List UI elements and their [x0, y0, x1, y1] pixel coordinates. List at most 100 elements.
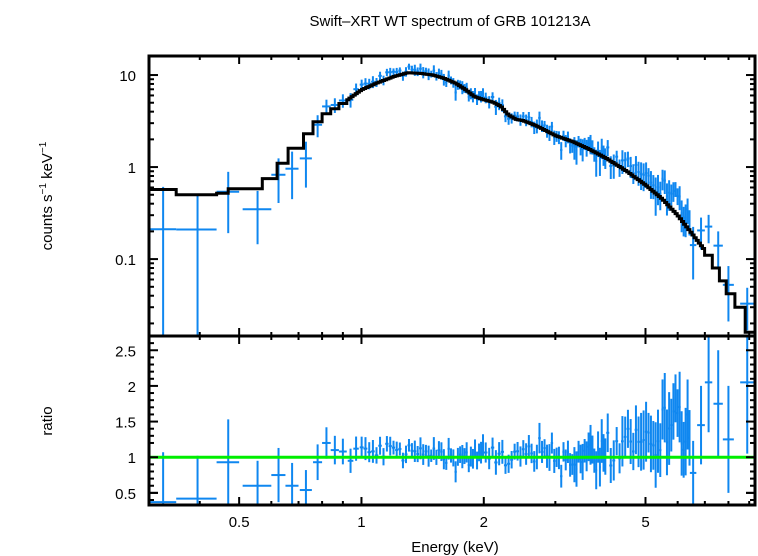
spectrum-data-point	[581, 139, 584, 162]
spectrum-data-point	[647, 168, 650, 185]
ratio-data-point	[682, 421, 685, 478]
ratio-data-point	[149, 452, 177, 505]
spectrum-data-point	[398, 67, 402, 74]
spectrum-data-point	[680, 200, 683, 233]
ratio-data-point	[407, 439, 411, 452]
ylabel-sup1: −1	[38, 183, 49, 195]
spectrum-data-point	[654, 177, 657, 216]
ratio-data-point	[644, 401, 648, 462]
spectrum-data-point	[242, 190, 272, 245]
ratio-data-point	[510, 450, 514, 469]
ratio-frame	[147, 334, 757, 507]
ratio-data-point	[553, 448, 556, 473]
spectrum-data-point	[740, 287, 755, 331]
spectrum-data-point	[454, 85, 457, 101]
ratio-data-point	[713, 350, 723, 458]
spectrum-data-point	[686, 198, 689, 224]
ratio-data-point	[503, 456, 508, 474]
ratio-y-tick-label: 2	[128, 379, 136, 396]
x-tick-label: 5	[641, 514, 649, 531]
ylabel-main: counts s	[39, 194, 56, 250]
spectrum-data-point	[285, 151, 299, 200]
spectrum-data-point	[606, 140, 610, 157]
spectrum-data-point	[663, 170, 666, 195]
spectrum-data-point	[674, 182, 677, 197]
spectrum-data-point	[676, 188, 679, 206]
ratio-data-point	[481, 434, 484, 459]
ratio-data-point	[494, 450, 498, 475]
spectrum-data-point	[149, 186, 177, 336]
ratio-data-point	[579, 444, 582, 474]
ratio-data-point	[697, 385, 705, 465]
ratio-data-point	[385, 436, 389, 452]
ratio-y-axis-label: ratio	[39, 406, 56, 435]
ratio-data-point	[665, 409, 669, 476]
ratio-y-tick-label: 0.5	[115, 486, 136, 503]
ratio-data-point	[401, 452, 405, 469]
ratio-data-point	[476, 451, 479, 470]
ratio-data-point	[530, 443, 533, 464]
ratio-data-point	[670, 398, 673, 452]
ratio-data-point	[371, 439, 375, 463]
ratio-data-point	[581, 443, 584, 480]
ratio-data-point	[589, 424, 592, 465]
ratio-data-point	[573, 447, 576, 483]
ratio-data-point	[378, 436, 382, 455]
ratio-y-tick-label: 1	[128, 450, 136, 467]
ratio-data-point	[684, 407, 687, 476]
ratio-data-point	[637, 416, 640, 468]
ratio-data-point	[598, 447, 601, 487]
model-curve	[149, 71, 755, 334]
x-tick-label: 2	[480, 514, 488, 531]
ratio-data-point	[626, 409, 630, 448]
ratio-data-point	[285, 462, 299, 505]
spectrum-data-point	[649, 171, 653, 199]
ratio-data-point	[540, 440, 544, 463]
ratio-data-point	[413, 440, 417, 462]
ratio-data-point	[398, 442, 402, 456]
ratio-data-point	[631, 432, 635, 471]
ratio-data-point	[689, 440, 697, 505]
ratio-data-point	[330, 435, 339, 465]
spectrum-data-point	[639, 162, 643, 191]
ratio-data-point	[465, 442, 468, 463]
spectrum-data-point	[626, 151, 630, 168]
ratio-data-point	[612, 440, 616, 481]
spectrum-y-axis-label: counts s−1 keV−1	[38, 141, 56, 250]
ratio-data-point	[704, 336, 713, 433]
ratio-data-point	[338, 438, 347, 465]
spectrum-data-point	[407, 63, 411, 70]
ratio-data-point	[395, 441, 399, 459]
spectrum-data-point	[538, 111, 541, 126]
spectrum-data-point	[672, 182, 675, 202]
ratio-data-point	[656, 409, 660, 473]
ratio-data-point	[421, 444, 425, 465]
ratio-data-point	[490, 437, 495, 458]
ratio-y-tick-label: 2.5	[115, 343, 136, 360]
spectrum-data-point	[216, 171, 240, 234]
spectrum-data-point	[652, 175, 655, 200]
ratio-data-point	[313, 444, 323, 481]
ratio-data-point	[524, 443, 528, 465]
ratio-data-point	[543, 439, 546, 457]
ratio-data-point	[609, 448, 613, 483]
ratio-data-point	[647, 412, 650, 453]
ratio-data-point	[483, 442, 488, 463]
spectrum-data-point	[322, 99, 331, 115]
ratio-data-point	[299, 470, 312, 505]
ratio-data-point	[176, 455, 217, 505]
spectrum-data-point	[313, 115, 323, 138]
ratio-data-point	[634, 405, 638, 455]
ratio-data-point	[459, 446, 462, 463]
ratio-data-point	[566, 440, 570, 464]
ratio-data-point	[642, 410, 645, 470]
ratio-data-point	[404, 445, 408, 464]
ratio-data-point	[467, 457, 470, 473]
ratio-data-point	[480, 441, 483, 464]
ratio-data-point	[591, 435, 594, 464]
ratio-data-point	[583, 439, 586, 463]
ratio-data-point	[497, 442, 501, 466]
spectrum-data-point	[661, 169, 664, 191]
chart-title: Swift–XRT WT spectrum of GRB 101213A	[310, 13, 591, 30]
spectrum-data-point	[388, 67, 392, 77]
